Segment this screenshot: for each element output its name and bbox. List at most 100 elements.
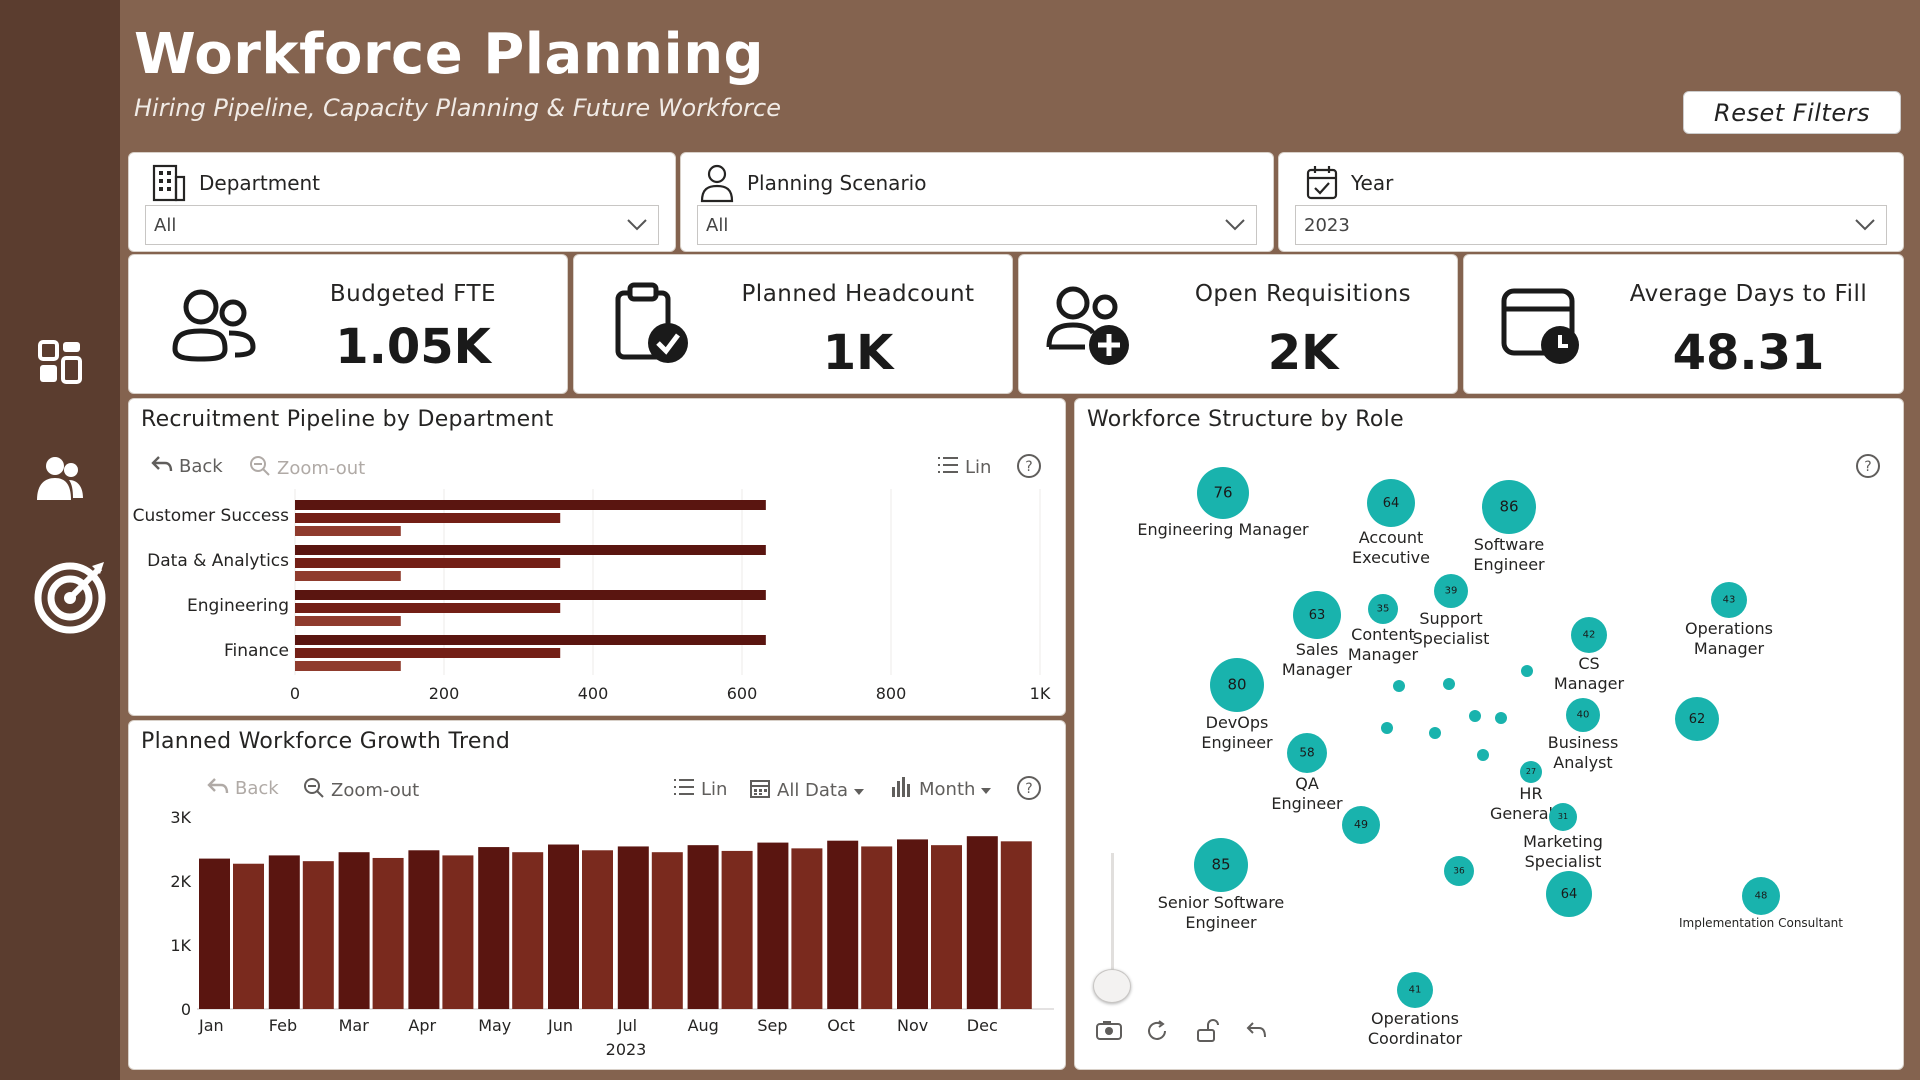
zoom-slider-handle[interactable] bbox=[1093, 969, 1131, 1003]
bubble-label: Content bbox=[1351, 625, 1415, 644]
trend-bar bbox=[617, 846, 649, 1009]
pipeline-bar bbox=[295, 603, 561, 613]
reset-filters-button[interactable]: Reset Filters bbox=[1683, 91, 1901, 134]
people-icon[interactable] bbox=[30, 448, 90, 508]
year-dropdown[interactable]: 2023 bbox=[1295, 205, 1887, 245]
role-bubble bbox=[1571, 617, 1607, 653]
trend-bar bbox=[408, 850, 440, 1009]
pipeline-bar bbox=[295, 648, 561, 658]
bubble-label: Engineer bbox=[1185, 913, 1257, 932]
bubble-value: 49 bbox=[1354, 818, 1368, 831]
pipeline-bar bbox=[295, 500, 766, 510]
bubble-label: Manager bbox=[1694, 639, 1765, 658]
x-tick-label: 600 bbox=[727, 684, 758, 703]
x-tick-label: 800 bbox=[876, 684, 907, 703]
bubble-value: 36 bbox=[1453, 866, 1465, 876]
role-bubble bbox=[1675, 697, 1719, 741]
x-tick-label: Aug bbox=[688, 1016, 719, 1035]
zoom-out-icon bbox=[249, 455, 271, 482]
help-button[interactable]: ? bbox=[1016, 775, 1042, 801]
refresh-icon[interactable] bbox=[1145, 1019, 1169, 1047]
x-tick-label: Oct bbox=[827, 1016, 855, 1035]
bubble-value: 80 bbox=[1227, 676, 1246, 694]
chart-title: Planned Workforce Growth Trend bbox=[141, 729, 511, 754]
zoom-slider-track bbox=[1111, 853, 1114, 983]
role-bubble bbox=[1482, 480, 1536, 534]
trend-bar bbox=[442, 855, 474, 1009]
role-bubble bbox=[1197, 467, 1249, 519]
pipeline-bar bbox=[295, 513, 561, 523]
role-bubble bbox=[1293, 591, 1341, 639]
unlock-icon[interactable] bbox=[1195, 1019, 1219, 1047]
month-button[interactable]: Month bbox=[891, 777, 992, 802]
page-title: Workforce Planning bbox=[134, 22, 765, 87]
planning-scenario-dropdown[interactable]: All bbox=[697, 205, 1257, 245]
trend-bar bbox=[372, 857, 404, 1009]
x-tick-label: May bbox=[478, 1016, 511, 1035]
zoom-out-label: Zoom-out bbox=[277, 458, 366, 479]
bubble-value: 62 bbox=[1689, 712, 1706, 727]
small-node bbox=[1393, 680, 1405, 692]
kpi-value: 48.31 bbox=[1672, 325, 1825, 381]
help-icon: ? bbox=[1864, 459, 1871, 475]
role-bubble bbox=[1210, 658, 1264, 712]
department-dropdown[interactable]: All bbox=[145, 205, 659, 245]
role-bubble bbox=[1444, 856, 1474, 886]
bubble-label: Operations bbox=[1685, 619, 1773, 638]
trend-bar bbox=[302, 861, 334, 1009]
bubble-label: Senior Software bbox=[1158, 893, 1285, 912]
zoom-out-button[interactable]: Zoom-out bbox=[249, 455, 365, 482]
lin-label: Lin bbox=[965, 457, 992, 478]
help-button[interactable]: ? bbox=[1016, 453, 1042, 479]
lin-button[interactable]: Lin bbox=[673, 777, 727, 802]
trend-bar bbox=[548, 844, 579, 1009]
kpi-label: Budgeted FTE bbox=[329, 281, 497, 307]
x-tick-label: Mar bbox=[339, 1016, 370, 1035]
back-button[interactable]: Back bbox=[151, 455, 223, 478]
target-icon[interactable] bbox=[30, 560, 114, 634]
department-value: All bbox=[154, 214, 177, 236]
bubble-label: Engineer bbox=[1473, 555, 1545, 574]
small-node bbox=[1429, 727, 1441, 739]
bubble-value: 27 bbox=[1526, 767, 1536, 776]
zoom-out-button[interactable]: Zoom-out bbox=[303, 777, 419, 804]
calendar-clock-icon bbox=[1500, 285, 1584, 371]
growth-trend-card: Planned Workforce Growth Trend Back Zoom… bbox=[128, 720, 1066, 1070]
all-data-button[interactable]: All Data bbox=[749, 777, 865, 804]
back-button[interactable]: Back bbox=[207, 777, 279, 800]
department-label: Department bbox=[199, 171, 321, 195]
pipeline-bar bbox=[295, 635, 766, 645]
bubble-label: Implementation Consultant bbox=[1679, 916, 1843, 930]
chevron-down-icon bbox=[1224, 216, 1246, 237]
bubble-value: 64 bbox=[1561, 887, 1578, 902]
trend-bar bbox=[582, 850, 613, 1009]
dashboard-icon[interactable] bbox=[30, 332, 90, 392]
planning-scenario-value: All bbox=[706, 214, 729, 236]
lin-button[interactable]: Lin bbox=[937, 455, 991, 480]
y-tick-label: 3K bbox=[170, 808, 191, 827]
help-button[interactable]: ? bbox=[1855, 453, 1881, 479]
recruitment-pipeline-card: Recruitment Pipeline by Department Back … bbox=[128, 398, 1066, 716]
bubble-value: 43 bbox=[1723, 595, 1736, 606]
building-icon bbox=[151, 163, 189, 203]
bubble-label: Sales bbox=[1296, 640, 1339, 659]
month-label: Month bbox=[919, 779, 976, 800]
bubble-value: 35 bbox=[1377, 604, 1390, 615]
trend-bar bbox=[512, 852, 544, 1009]
kpi-open-requisitions: Open Requisitions 2K bbox=[1018, 254, 1458, 394]
bar-chart-icon bbox=[891, 777, 913, 802]
x-tick-label: Sep bbox=[757, 1016, 787, 1035]
back-arrow-icon bbox=[207, 777, 229, 800]
camera-icon[interactable] bbox=[1095, 1019, 1123, 1045]
trend-bar bbox=[199, 858, 230, 1009]
bubble-label: Marketing bbox=[1523, 832, 1603, 851]
bubble-label: Coordinator bbox=[1368, 1029, 1463, 1048]
caret-down-icon bbox=[981, 779, 992, 800]
trend-bar bbox=[687, 845, 719, 1009]
undo-icon[interactable] bbox=[1245, 1019, 1269, 1047]
clipboard-check-icon bbox=[612, 281, 692, 371]
group-icon bbox=[169, 287, 259, 367]
bubble-label: Engineering Manager bbox=[1137, 520, 1309, 539]
trend-bar bbox=[897, 839, 928, 1009]
bubble-value: 64 bbox=[1383, 496, 1400, 511]
